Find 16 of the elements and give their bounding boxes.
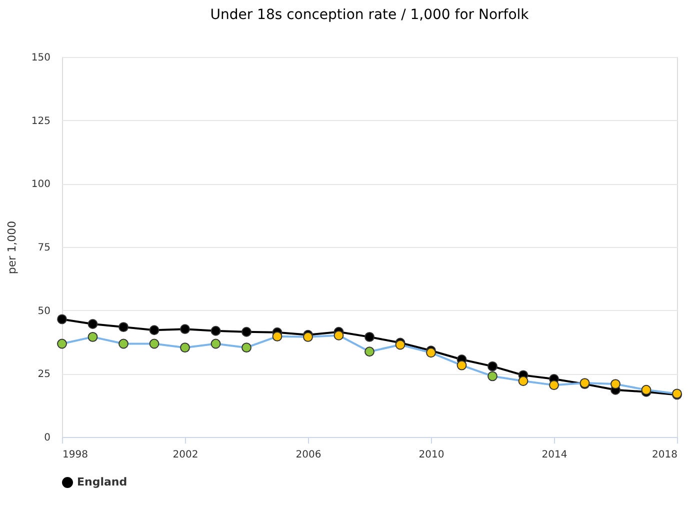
x-tick-label: 2014	[542, 450, 568, 460]
y-tick-label: 150	[31, 52, 50, 64]
y-axis-title: per 1,000	[5, 220, 18, 274]
x-tick-label: 2002	[172, 450, 198, 460]
x-tick-label: 1998	[62, 450, 88, 460]
legend-label: England	[77, 476, 128, 488]
y-tick-label: 100	[31, 179, 50, 190]
y-tick-label: 0	[44, 432, 50, 444]
chart-title: Under 18s conception rate / 1,000 for Norfolk	[210, 7, 530, 23]
x-tick-label: 2010	[418, 450, 444, 460]
x-tick-label: 2006	[296, 450, 322, 460]
y-tick-label: 25	[38, 369, 50, 380]
y-tick-label: 50	[38, 306, 50, 317]
y-tick-label: 125	[31, 116, 50, 127]
x-tick-label: 2018	[652, 450, 678, 460]
y-tick-label: 75	[38, 242, 50, 254]
